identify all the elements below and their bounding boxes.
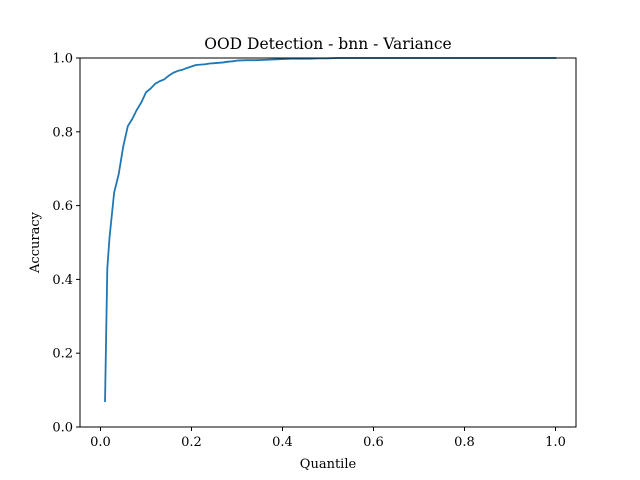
- x-tick-label: 0.0: [90, 435, 111, 450]
- x-tick-label: 1.0: [545, 435, 566, 450]
- y-axis: 0.0 0.2 0.4 0.6 0.8 1.0: [52, 52, 80, 436]
- x-tick-label: 0.8: [454, 435, 475, 450]
- x-tick-label: 0.6: [363, 435, 384, 450]
- y-tick-label: 0.6: [52, 199, 73, 214]
- y-tick-label: 0.4: [52, 273, 73, 288]
- x-tick-label: 0.2: [181, 435, 202, 450]
- series-line: [104, 57, 557, 403]
- x-axis: 0.0 0.2 0.4 0.6 0.8 1.0: [90, 427, 566, 450]
- y-tick-label: 0.2: [52, 347, 73, 362]
- y-tick-label: 1.0: [52, 52, 73, 67]
- y-tick-label: 0.0: [52, 421, 73, 436]
- x-tick-label: 0.4: [272, 435, 293, 450]
- chart-title: OOD Detection - bnn - Variance: [204, 35, 451, 53]
- y-tick-label: 0.8: [52, 125, 73, 140]
- axes-frame: [79, 57, 577, 428]
- plot-area: [104, 57, 557, 403]
- x-axis-title: Quantile: [300, 457, 357, 472]
- y-axis-title: Accuracy: [28, 211, 43, 274]
